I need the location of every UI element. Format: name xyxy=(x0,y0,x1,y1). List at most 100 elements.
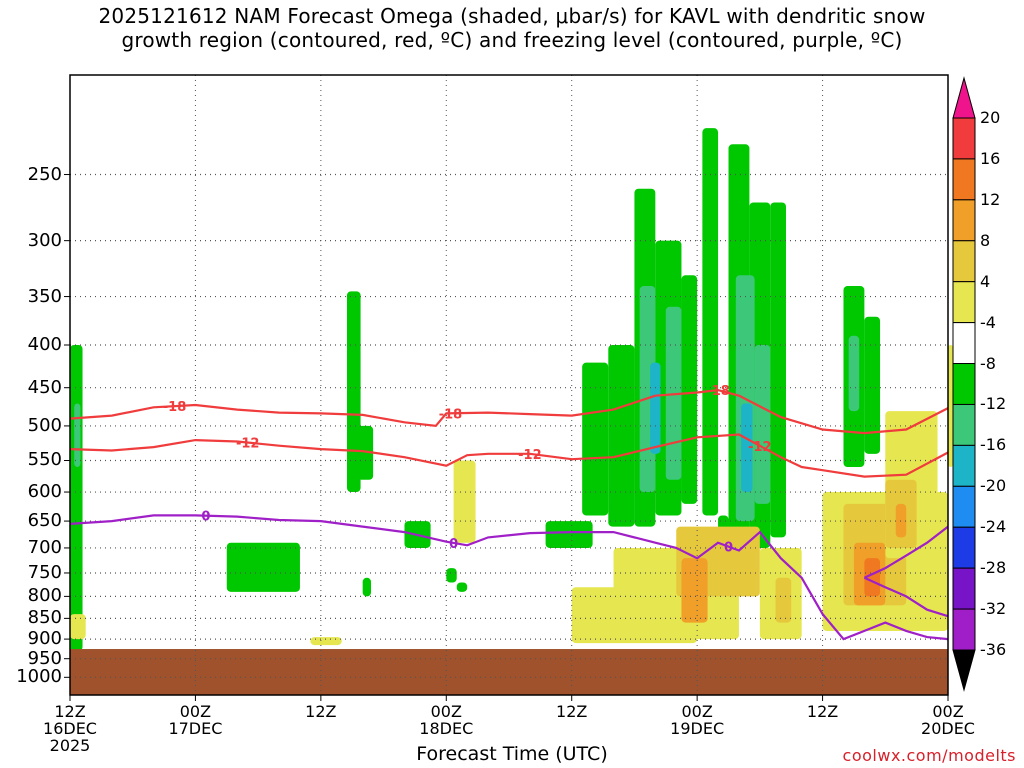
omega-shade-46 xyxy=(948,344,954,468)
contour-label-0-0: 0 xyxy=(201,510,210,525)
colorbar-label--16: -16 xyxy=(980,435,1007,455)
colorbar-label--36: -36 xyxy=(980,640,1007,659)
colorbar-label--12: -12 xyxy=(980,394,1007,414)
omega-shade-0 xyxy=(70,344,83,651)
omega-shade-4 xyxy=(346,291,361,493)
omega-shade-45 xyxy=(864,558,881,597)
contour-label--12-0: -12 xyxy=(236,437,260,452)
omega-shade-28 xyxy=(864,316,881,454)
contour-line-0b xyxy=(863,576,949,618)
y-tick-label-400: 400 xyxy=(27,333,62,355)
colorbar-label--20: -20 xyxy=(980,476,1007,496)
colorbar-band-9 xyxy=(952,485,976,528)
contour-label--12-2: -12 xyxy=(748,440,772,455)
colorbar-bottom-arrow xyxy=(952,649,976,692)
omega-shade-24 xyxy=(754,344,771,504)
chart-title-line-1: 2025121612 NAM Forecast Omega (shaded, μ… xyxy=(98,4,926,28)
contour-line-0c xyxy=(863,525,949,579)
omega-shade-9 xyxy=(456,582,468,592)
plot-area xyxy=(70,75,948,695)
y-tick-label-900: 900 xyxy=(27,628,62,650)
colorbar-band-3 xyxy=(952,240,976,283)
colorbar-band-8 xyxy=(952,444,976,487)
omega-shade-6 xyxy=(362,577,372,597)
omega-shade-12 xyxy=(582,362,609,516)
contour-line--12 xyxy=(69,433,949,478)
omega-shade-29 xyxy=(848,335,860,412)
x-tick-label-0: 12Z 16DEC 2025 xyxy=(43,702,97,755)
y-tick-label-1000: 1000 xyxy=(16,666,62,688)
colorbar-label--28: -28 xyxy=(980,558,1007,578)
colorbar-band-0 xyxy=(952,117,976,160)
y-tick-label-650: 650 xyxy=(27,510,62,532)
x-tick-label-24: 12Z xyxy=(305,702,337,721)
omega-shade-35 xyxy=(681,558,708,623)
x-tick-label-48: 12Z xyxy=(556,702,588,721)
omega-shade-20 xyxy=(770,202,786,538)
omega-shade-13 xyxy=(608,344,635,527)
x-tick-label-84: 00Z 20DEC xyxy=(921,702,975,738)
x-tick-label-12: 00Z 17DEC xyxy=(168,702,223,738)
omega-shade-10 xyxy=(453,460,476,543)
y-tick-label-750: 750 xyxy=(27,561,62,583)
x-tick-label-36: 00Z 18DEC xyxy=(419,702,474,738)
x-tick-label-60: 00Z 19DEC xyxy=(670,702,725,738)
chart-title-line-2: growth region (contoured, red, ºC) and f… xyxy=(121,28,903,52)
y-tick-label-250: 250 xyxy=(27,163,62,185)
contour-label--18-2: -18 xyxy=(706,384,730,399)
colorbar-label-4: 4 xyxy=(980,271,991,291)
colorbar-label--32: -32 xyxy=(980,599,1007,619)
colorbar-band-4 xyxy=(952,281,976,324)
y-tick-label-800: 800 xyxy=(27,585,62,607)
colorbar-band-12 xyxy=(952,608,976,651)
omega-shade-3 xyxy=(226,542,300,592)
contour-label-0-2: 0 xyxy=(724,541,733,556)
colorbar-band-11 xyxy=(952,567,976,610)
colorbar-band-2 xyxy=(952,199,976,242)
contour-line--18 xyxy=(69,388,949,435)
omega-shade-25 xyxy=(650,362,661,454)
omega-shade-8 xyxy=(446,568,457,583)
omega-shade-38 xyxy=(310,637,342,646)
ground-fill xyxy=(70,649,948,695)
omega-shade-5 xyxy=(357,425,374,480)
colorbar-label--4: -4 xyxy=(980,312,996,332)
contour-label-0-1: 0 xyxy=(449,537,458,552)
colorbar-label-8: 8 xyxy=(980,230,991,250)
omega-shade-11 xyxy=(545,521,593,548)
y-tick-label-300: 300 xyxy=(27,229,62,251)
chart-title: 2025121612 NAM Forecast Omega (shaded, μ… xyxy=(0,4,1024,52)
colorbar-label-16: 16 xyxy=(980,148,1001,168)
y-tick-label-450: 450 xyxy=(27,376,62,398)
y-tick-label-500: 500 xyxy=(27,414,62,436)
plot-frame xyxy=(69,74,949,696)
y-tick-label-350: 350 xyxy=(27,285,62,307)
y-tick-label-600: 600 xyxy=(27,481,62,503)
y-tick-label-550: 550 xyxy=(27,449,62,471)
colorbar-label--8: -8 xyxy=(980,353,996,373)
omega-shade-26 xyxy=(741,403,753,493)
x-tick-label-72: 12Z xyxy=(806,702,839,721)
x-axis-label: Forecast Time (UTC) xyxy=(416,743,608,765)
omega-shade-1 xyxy=(74,403,81,468)
y-tick-label-700: 700 xyxy=(27,536,62,558)
y-tick-label-950: 950 xyxy=(27,647,62,669)
omega-shade-16 xyxy=(681,275,698,504)
contour-line-0 xyxy=(69,514,949,641)
omega-shade-37 xyxy=(775,577,792,623)
contour-label--18-1: -18 xyxy=(439,407,463,422)
colorbar-band-7 xyxy=(952,403,976,446)
credit-link[interactable]: coolwx.com/modelts xyxy=(842,746,1016,765)
y-tick-label-850: 850 xyxy=(27,607,62,629)
colorbar-label-20: 20 xyxy=(980,108,1001,127)
colorbar-band-5 xyxy=(952,322,976,365)
colorbar-label--24: -24 xyxy=(980,517,1007,537)
colorbar-top-arrow xyxy=(952,76,976,119)
omega-shade-17 xyxy=(702,128,719,516)
colorbar-band-10 xyxy=(952,526,976,569)
colorbar-label-12: 12 xyxy=(980,189,1001,209)
contour-label--18-0: -18 xyxy=(163,400,187,415)
colorbar-band-6 xyxy=(952,363,976,405)
contour-label--12-1: -12 xyxy=(518,448,542,463)
